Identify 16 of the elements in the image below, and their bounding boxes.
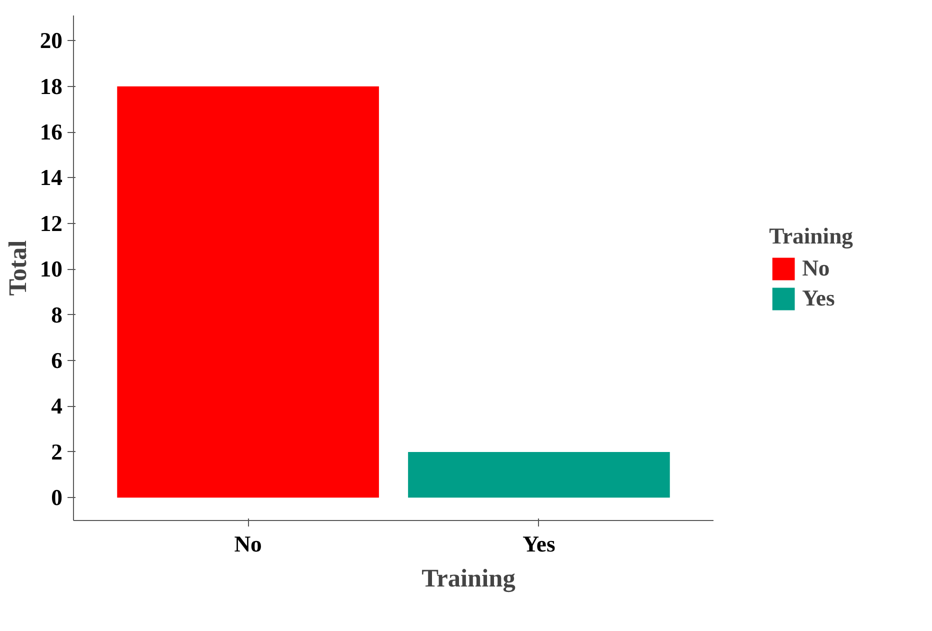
y-tick-label: 20 xyxy=(40,28,62,54)
x-axis-title: Training xyxy=(422,564,516,592)
y-tick-label: 14 xyxy=(40,165,62,190)
y-tick-label: 18 xyxy=(40,74,62,99)
y-tick-label: 4 xyxy=(51,394,62,419)
y-tick-label: 10 xyxy=(40,256,62,282)
y-axis-title: Total xyxy=(4,240,32,296)
legend-label: No xyxy=(802,255,830,281)
legend-title: Training xyxy=(769,223,853,249)
y-tick-label: 2 xyxy=(51,439,62,464)
y-tick-label: 0 xyxy=(51,485,62,510)
y-tick-label: 12 xyxy=(40,210,62,236)
legend-label: Yes xyxy=(802,285,835,311)
y-tick-label: 6 xyxy=(51,348,62,374)
y-tick-label: 8 xyxy=(51,302,62,328)
y-tick-label: 16 xyxy=(40,120,62,145)
